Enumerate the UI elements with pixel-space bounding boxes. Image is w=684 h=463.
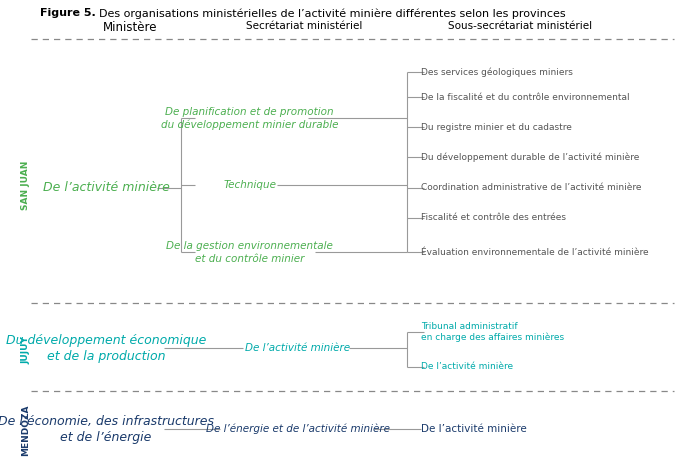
Text: Figure 5.: Figure 5. [40, 8, 96, 19]
Text: Du développement durable de l’activité minière: Du développement durable de l’activité m… [421, 153, 639, 162]
Text: De l’activité minière: De l’activité minière [245, 343, 350, 353]
Text: De l’activité minière: De l’activité minière [421, 424, 527, 434]
Text: De l’activité minière: De l’activité minière [421, 362, 513, 371]
Text: Technique: Technique [223, 180, 276, 190]
Text: De l’énergie et de l’activité minière: De l’énergie et de l’activité minière [205, 424, 390, 434]
Text: Secrétariat ministériel: Secrétariat ministériel [246, 21, 363, 31]
Text: Coordination administrative de l’activité minière: Coordination administrative de l’activit… [421, 183, 641, 192]
Text: Évaluation environnementale de l’activité minière: Évaluation environnementale de l’activit… [421, 248, 648, 257]
Text: Des services géologiques miniers: Des services géologiques miniers [421, 67, 573, 76]
Text: Des organisations ministérielles de l’activité minière différentes selon les pro: Des organisations ministérielles de l’ac… [99, 8, 566, 19]
Text: De la fiscalité et du contrôle environnemental: De la fiscalité et du contrôle environne… [421, 93, 629, 102]
Text: Fiscalité et contrôle des entrées: Fiscalité et contrôle des entrées [421, 213, 566, 222]
Text: SAN JUAN: SAN JUAN [21, 161, 31, 210]
Text: MENDOZA: MENDOZA [21, 405, 31, 457]
Text: Ministère: Ministère [103, 21, 157, 34]
Text: Du développement économique
et de la production: Du développement économique et de la pro… [6, 334, 206, 363]
Text: De la gestion environnementale
et du contrôle minier: De la gestion environnementale et du con… [166, 241, 333, 263]
Text: De planification et de promotion
du développement minier durable: De planification et de promotion du déve… [161, 106, 339, 130]
Text: Sous-secrétariat ministériel: Sous-secrétariat ministériel [448, 21, 592, 31]
Text: De l’activité minière: De l’activité minière [42, 181, 170, 194]
Text: Du registre minier et du cadastre: Du registre minier et du cadastre [421, 123, 572, 132]
Text: Tribunal administratif
en charge des affaires minières: Tribunal administratif en charge des aff… [421, 322, 564, 342]
Text: De l’économie, des infrastructures
et de l’énergie: De l’économie, des infrastructures et de… [0, 415, 214, 444]
Text: JUJUY: JUJUY [21, 336, 31, 363]
